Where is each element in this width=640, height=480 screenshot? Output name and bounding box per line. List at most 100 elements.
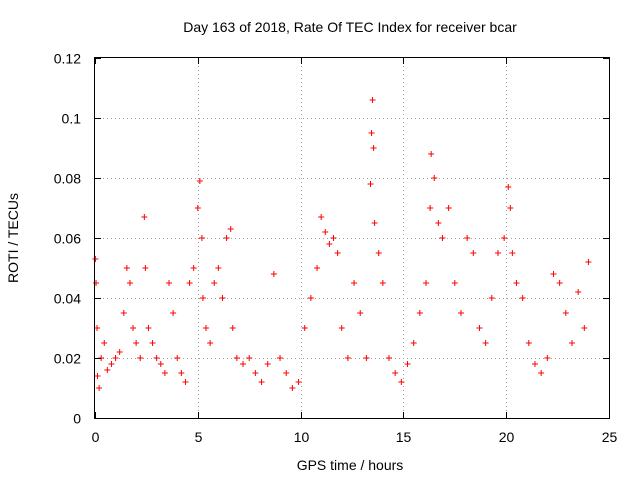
data-point (277, 355, 284, 361)
data-point (464, 235, 471, 241)
data-point (428, 151, 435, 157)
y-tick-label: 0.12 (54, 51, 81, 67)
x-tick-label: 5 (195, 429, 203, 445)
data-point (423, 280, 430, 286)
data-point (190, 265, 197, 271)
data-point (416, 310, 423, 316)
data-point (116, 349, 123, 355)
data-point (194, 205, 201, 211)
data-point (94, 325, 101, 331)
data-point (488, 295, 495, 301)
data-point (207, 340, 214, 346)
data-point (104, 367, 111, 373)
data-point (445, 205, 452, 211)
data-point (368, 130, 375, 136)
data-point (519, 295, 526, 301)
data-point (439, 235, 446, 241)
data-point (141, 214, 148, 220)
data-point (227, 226, 234, 232)
axis-ticks (95, 58, 610, 419)
data-point (314, 265, 321, 271)
data-point (199, 295, 206, 301)
data-point (289, 385, 296, 391)
data-point (482, 340, 489, 346)
data-point (137, 355, 144, 361)
x-tick-label: 0 (92, 429, 100, 445)
data-point (170, 310, 177, 316)
data-point (196, 178, 203, 184)
data-point (505, 184, 512, 190)
data-point (581, 325, 588, 331)
y-tick-label: 0.04 (54, 291, 81, 307)
data-point (92, 256, 99, 262)
data-point (326, 241, 333, 247)
data-point (94, 373, 101, 379)
data-point (513, 280, 520, 286)
data-point (145, 325, 152, 331)
data-point (301, 325, 308, 331)
y-tick-label: 0.02 (54, 351, 81, 367)
data-point (344, 355, 351, 361)
data-point (101, 340, 108, 346)
data-point (427, 205, 434, 211)
data-point (203, 325, 210, 331)
data-point (370, 145, 377, 151)
data-point (568, 340, 575, 346)
data-point (338, 325, 345, 331)
data-point (174, 355, 181, 361)
data-point (252, 370, 259, 376)
data-point (562, 310, 569, 316)
data-point (398, 379, 405, 385)
data-point (258, 379, 265, 385)
data-point (295, 379, 302, 385)
data-point (525, 340, 532, 346)
x-tick-label: 20 (499, 429, 515, 445)
y-tick-label: 0 (73, 411, 81, 427)
data-point (178, 370, 185, 376)
chart-title: Day 163 of 2018, Rate Of TEC Index for r… (183, 19, 517, 35)
data-point (363, 355, 370, 361)
y-axis-tick-labels: 0 0.02 0.04 0.06 0.08 0.1 0.12 (54, 51, 81, 427)
data-point (153, 355, 160, 361)
data-point (233, 355, 240, 361)
data-point (240, 361, 247, 367)
data-point (198, 235, 205, 241)
data-point (318, 214, 325, 220)
data-point (186, 280, 193, 286)
x-tick-label: 10 (294, 429, 310, 445)
data-point (161, 370, 168, 376)
data-point (509, 250, 516, 256)
data-point (149, 340, 156, 346)
data-point (531, 361, 538, 367)
data-point (270, 271, 277, 277)
data-point (501, 235, 508, 241)
data-point (120, 310, 127, 316)
data-point (575, 289, 582, 295)
data-point (166, 280, 173, 286)
data-point (96, 385, 103, 391)
data-point (404, 361, 411, 367)
data-point (538, 370, 545, 376)
data-point (246, 355, 253, 361)
data-points (92, 97, 592, 391)
data-point (544, 355, 551, 361)
x-axis-tick-labels: 0 5 10 15 20 25 (92, 429, 618, 445)
data-point (371, 220, 378, 226)
data-point (375, 250, 382, 256)
grid-lines (95, 58, 609, 418)
data-point (392, 370, 399, 376)
data-point (410, 340, 417, 346)
data-point (369, 97, 376, 103)
data-point (556, 280, 563, 286)
data-point (351, 280, 358, 286)
data-point (130, 325, 137, 331)
data-point (357, 310, 364, 316)
data-point (550, 271, 557, 277)
x-tick-label: 15 (396, 429, 412, 445)
data-point (157, 361, 164, 367)
data-point (229, 325, 236, 331)
data-point (494, 250, 501, 256)
data-point (123, 265, 130, 271)
data-point (330, 235, 337, 241)
